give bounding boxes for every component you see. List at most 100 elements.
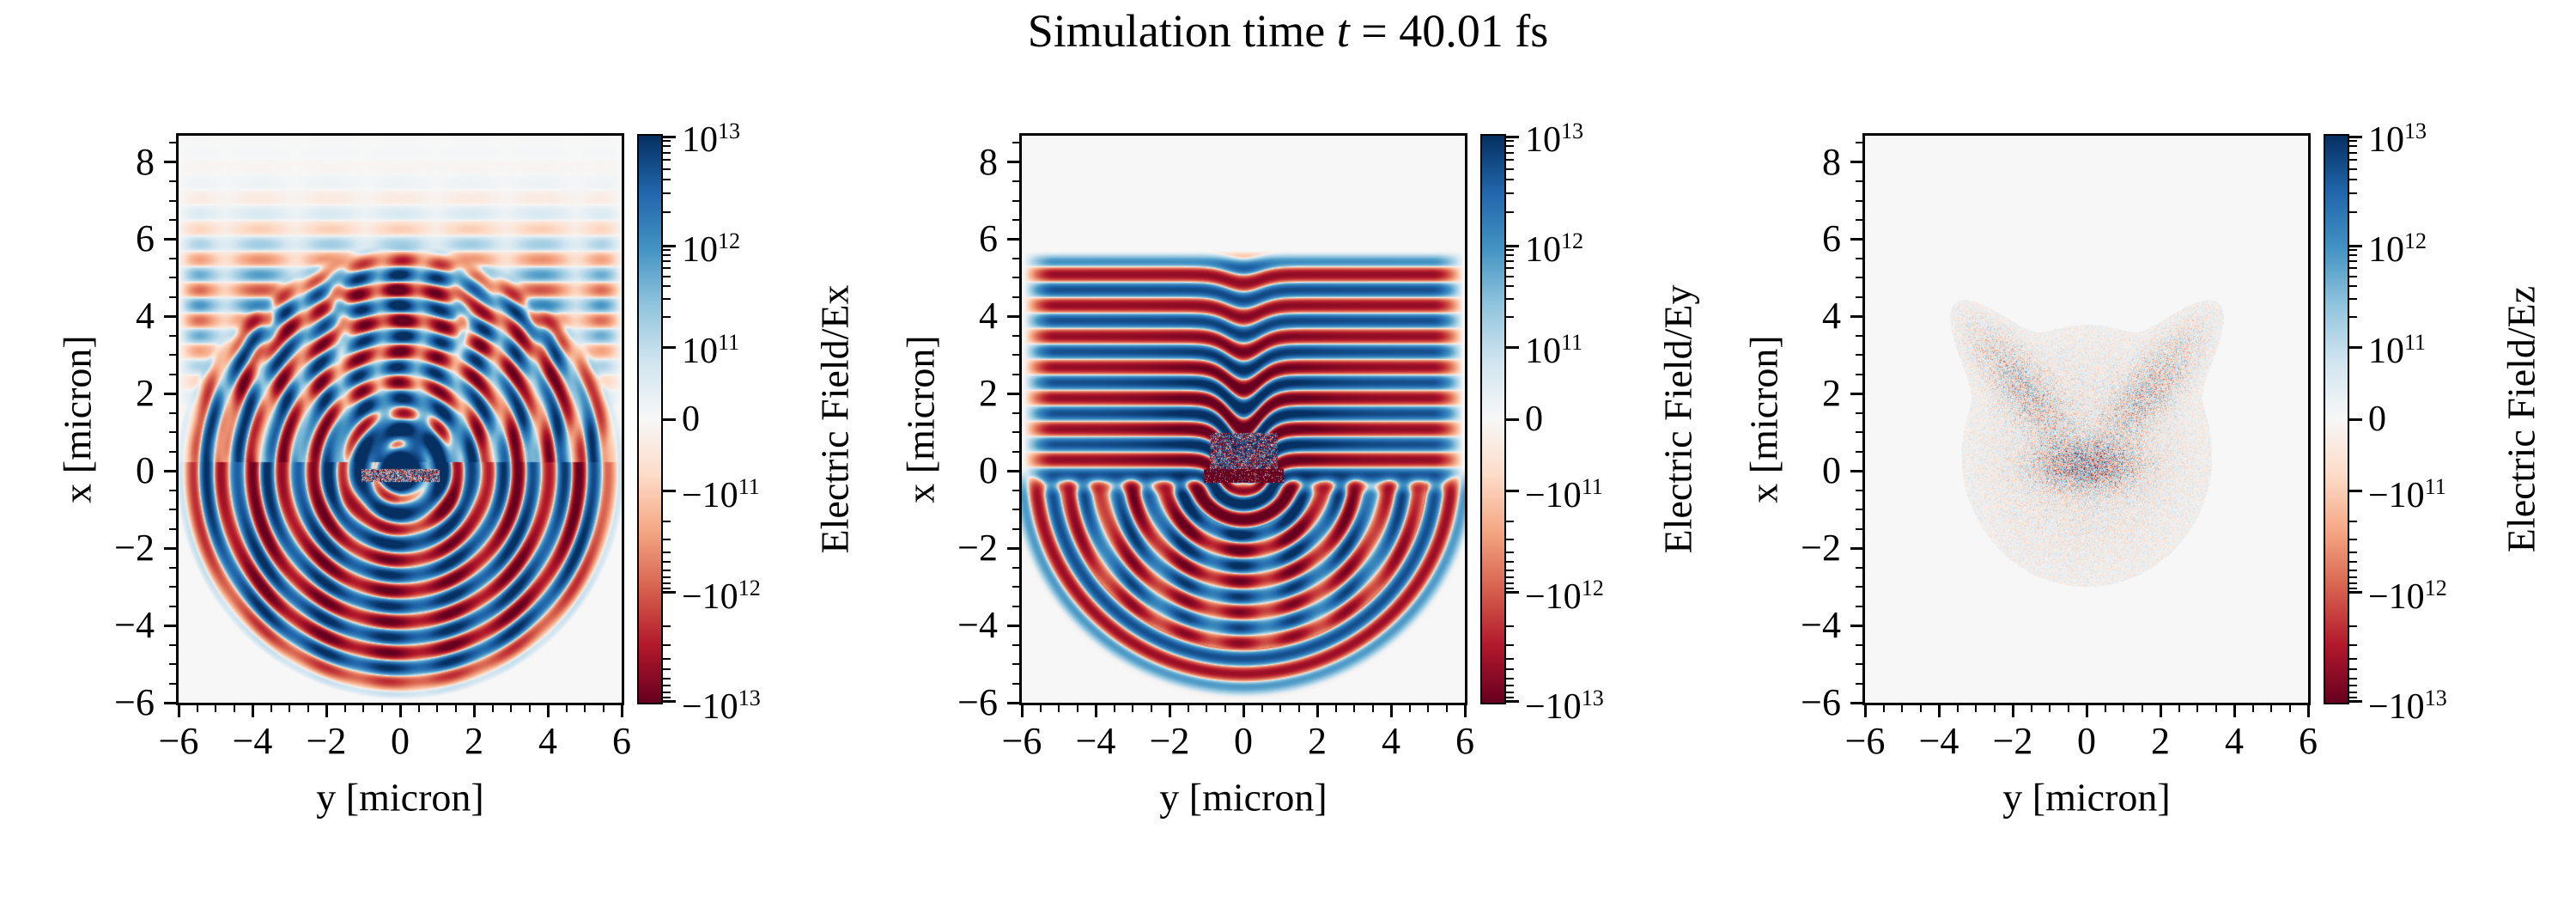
colorbar-minor-tick <box>663 315 671 318</box>
x-tick-label: 2 <box>2151 720 2170 762</box>
y-minor-tick <box>169 219 176 221</box>
x-tick <box>2306 705 2310 717</box>
colorbar-minor-tick <box>663 139 671 142</box>
x-tick <box>1937 705 1941 717</box>
x-tick-label: −4 <box>1918 720 1959 762</box>
y-tick <box>164 546 176 550</box>
colorbar-minor-tick <box>663 145 671 148</box>
x-tick <box>1863 705 1867 717</box>
colorbar-minor-tick <box>2349 159 2357 162</box>
y-minor-tick <box>1012 334 1019 337</box>
x-minor-tick <box>1334 705 1337 712</box>
colorbar-minor-tick <box>1506 139 1514 142</box>
colorbar-minor-tick <box>663 275 671 277</box>
x-minor-tick <box>2049 705 2050 712</box>
colorbar-tick-label: −1012 <box>682 575 761 617</box>
colorbar-minor-tick <box>2349 521 2357 523</box>
y-minor-tick <box>1856 527 1862 530</box>
colorbar-minor-tick <box>663 260 671 263</box>
colorbar-minor-tick <box>663 211 671 214</box>
y-minor-tick <box>1856 489 1862 491</box>
y-tick <box>1850 161 1862 164</box>
colorbar-minor-tick <box>663 267 671 270</box>
y-minor-tick <box>169 334 176 337</box>
x-minor-tick <box>380 705 383 712</box>
colorbar-minor-tick <box>663 285 671 288</box>
colorbar-tick <box>2349 136 2362 138</box>
colorbar-minor-tick <box>2349 254 2357 257</box>
x-tick <box>620 705 623 717</box>
y-tick-label: 8 <box>1822 140 1841 183</box>
x-minor-tick <box>1919 705 1922 712</box>
colorbar-tick <box>663 591 676 594</box>
colorbar-minor-tick <box>1506 211 1514 214</box>
colorbar-tick-label: 1012 <box>682 229 741 271</box>
colorbar-minor-tick <box>2349 582 2357 584</box>
colorbar-minor-tick <box>1506 249 1514 252</box>
y-minor-tick <box>169 586 176 588</box>
x-tick-label: 0 <box>1234 720 1253 762</box>
x-minor-tick <box>1427 705 1429 712</box>
x-minor-tick <box>1882 705 1885 712</box>
x-tick-label: −6 <box>1001 720 1042 762</box>
colorbar-minor-tick <box>1506 668 1514 671</box>
y-tick-label: −6 <box>957 681 998 723</box>
colorbar-ez <box>2324 134 2349 704</box>
x-minor-tick <box>1261 705 1263 712</box>
y-minor-tick <box>1856 586 1862 588</box>
y-minor-tick <box>1012 527 1019 530</box>
x-minor-tick <box>2178 705 2180 712</box>
colorbar-label-ey: Electric Field/Ey <box>1656 284 1700 554</box>
x-minor-tick <box>307 705 309 712</box>
colorbar-minor-tick <box>2349 192 2357 194</box>
y-minor-tick <box>1856 509 1862 511</box>
y-tick-label: 4 <box>979 295 998 338</box>
colorbar-minor-tick <box>1506 159 1514 162</box>
x-minor-tick <box>1901 705 1903 712</box>
x-minor-tick <box>2196 705 2198 712</box>
panel-ey: x [micron] y [micron] Electric Field/Ey … <box>899 119 1700 820</box>
colorbar-tick <box>2349 345 2362 349</box>
colorbar-minor-tick <box>663 561 671 564</box>
colorbar-minor-tick <box>1506 691 1514 693</box>
x-minor-tick <box>2270 705 2272 712</box>
y-minor-tick <box>1012 277 1019 279</box>
x-tick-label: 6 <box>612 720 631 762</box>
y-minor-tick <box>1012 509 1019 511</box>
colorbar-minor-tick <box>1506 275 1514 277</box>
colorbar-minor-tick <box>663 658 671 661</box>
y-minor-tick <box>1012 431 1019 434</box>
y-minor-tick <box>169 663 176 666</box>
colorbar-minor-tick <box>2349 539 2357 541</box>
y-tick-label: −2 <box>114 527 155 570</box>
y-tick-label: −4 <box>114 604 155 647</box>
colorbar-minor-tick <box>1506 297 1514 300</box>
colorbar-minor-tick <box>1506 582 1514 584</box>
colorbar-minor-tick <box>2349 551 2357 553</box>
colorbar-ex <box>637 134 663 704</box>
ey-heatmap-canvas <box>1022 136 1465 703</box>
x-tick <box>1463 705 1467 717</box>
x-minor-tick <box>491 705 494 712</box>
colorbar-tick-label: −1011 <box>1525 473 1603 515</box>
y-tick-label: 0 <box>1822 449 1841 492</box>
y-minor-tick <box>169 566 176 569</box>
x-minor-tick <box>1224 705 1226 712</box>
y-minor-tick <box>169 296 176 298</box>
x-tick <box>2085 705 2088 717</box>
colorbar-minor-tick <box>2349 285 2357 288</box>
x-tick <box>472 705 476 717</box>
x-tick <box>1389 705 1393 717</box>
y-tick-label: −2 <box>1801 527 1841 570</box>
y-minor-tick <box>169 509 176 511</box>
x-tick-label: 2 <box>1308 720 1327 762</box>
x-tick <box>251 705 254 717</box>
y-tick <box>1007 469 1019 472</box>
x-tick <box>1168 705 1171 717</box>
colorbar-minor-tick <box>2349 211 2357 214</box>
colorbar-tick-label: 1013 <box>682 119 741 160</box>
x-tick <box>398 705 402 717</box>
x-tick <box>2011 705 2014 717</box>
y-minor-tick <box>1012 663 1019 666</box>
y-tick <box>1850 314 1862 318</box>
